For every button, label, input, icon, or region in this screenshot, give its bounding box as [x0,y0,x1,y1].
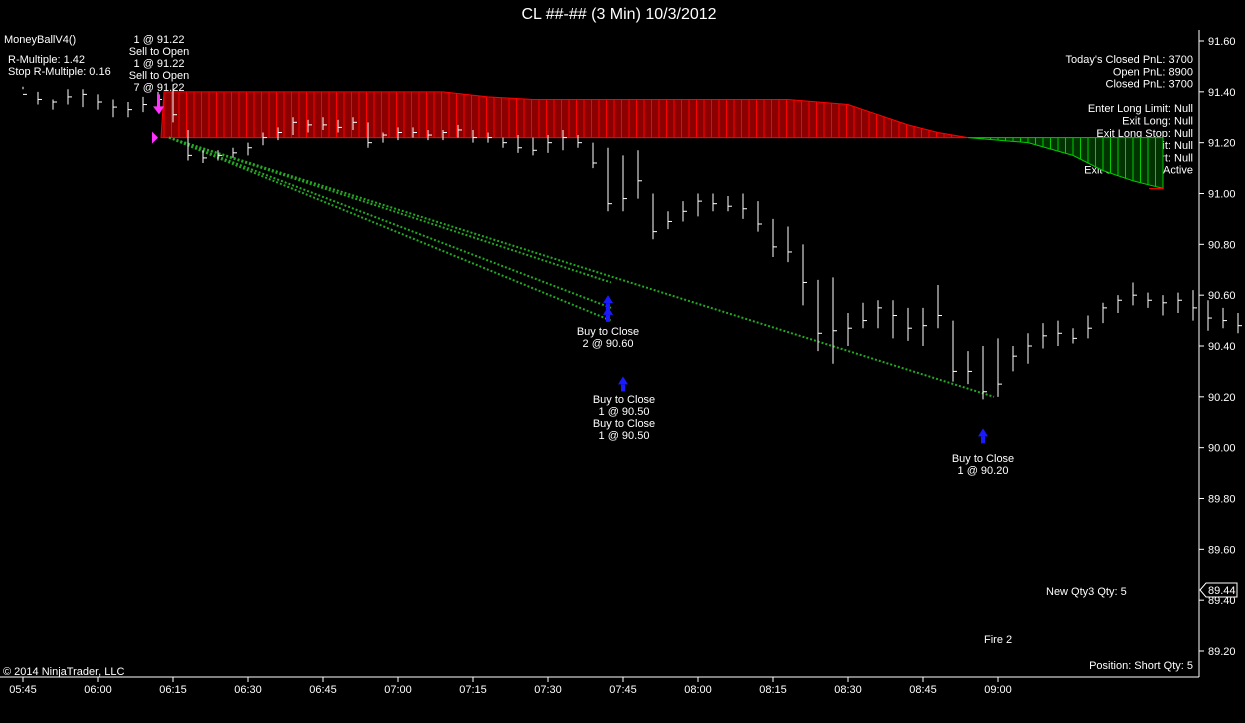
y-tick-label: 89.80 [1208,494,1236,506]
x-tick-label: 06:45 [309,684,337,696]
y-tick-label: 90.00 [1208,443,1236,455]
x-tick-label: 08:45 [909,684,937,696]
annotation-text: Fire 2 [984,634,1012,646]
y-tick-label: 89.20 [1208,646,1236,658]
y-tick-label: 90.80 [1208,239,1236,251]
y-tick-label: 90.40 [1208,341,1236,353]
annotation-text: 1 @ 91.22 [134,58,185,70]
y-tick-label: 91.00 [1208,189,1236,201]
sell-arrow-head [153,106,164,115]
x-tick-label: 07:45 [609,684,637,696]
annotation-text: Sell to Open [129,70,190,82]
stats-line: Enter Long Limit: Null [1088,103,1193,115]
buy-arrow-head [978,428,988,437]
annotation-text: Buy to Close [593,418,655,430]
stop-r-multiple-label: Stop R-Multiple: 0.16 [8,66,111,78]
dotted-trend-line [168,136,612,309]
annotation-text: Sell to Open [129,46,190,58]
y-tick-label: 90.20 [1208,392,1236,404]
x-tick-label: 07:00 [384,684,412,696]
annotation-text: Buy to Close [952,453,1014,465]
annotation-text: 1 @ 90.20 [958,465,1009,477]
buy-arrow-shaft [606,303,610,311]
price-marker-box [1199,582,1238,598]
stats-line: Open PnL: 8900 [1113,66,1193,78]
buy-arrow-shaft [621,384,625,392]
annotation-text: 7 @ 91.22 [134,82,185,94]
stats-line: Closed PnL: 3700 [1106,79,1193,91]
buy-arrow-shaft [606,314,610,322]
x-axis: 05:45 06:00 06:15 06:30 06:45 07:00 07:15 07:30… [9,677,1012,696]
buy-arrow-head [618,376,628,385]
x-tick-label: 08:30 [834,684,862,696]
chart-title: CL ##-## (3 Min) 10/3/2012 [521,6,716,23]
annotation-text: New Qty3 Qty: 5 [1046,586,1127,598]
x-tick-label: 08:00 [684,684,712,696]
stats-line: Today's Closed PnL: 3700 [1066,54,1193,66]
buy-arrow-head [603,295,613,304]
r-multiple-label: R-Multiple: 1.42 [8,54,85,66]
y-axis: 91.60 91.40 91.20 91.00 90.80 90.60 90.40 90.20… [1199,36,1236,658]
position-label: Position: Short Qty: 5 [1089,660,1193,672]
x-tick-label: 06:15 [159,684,187,696]
x-tick-label: 06:00 [84,684,112,696]
x-tick-label: 09:00 [984,684,1012,696]
x-tick-label: 06:30 [234,684,262,696]
buy-arrow-head [603,306,613,315]
y-tick-label: 91.40 [1208,87,1236,99]
indicator-name: MoneyBallV4() [4,34,76,46]
x-tick-label: 08:15 [759,684,787,696]
trend-lines [168,136,995,398]
y-tick-label: 89.60 [1208,544,1236,556]
y-tick-label: 91.20 [1208,138,1236,150]
sell-arrow-shaft [157,94,160,109]
annotation-text: Buy to Close [577,326,639,338]
x-tick-label: 05:45 [9,684,37,696]
current-price-label: 89.44 [1208,585,1236,597]
y-tick-label: 91.60 [1208,36,1236,48]
annotation-text: Buy to Close [593,394,655,406]
band-layer [160,91,1164,190]
dotted-trend-line [168,136,995,398]
price-marker: 89.44 [1199,582,1238,598]
y-tick-label: 90.60 [1208,290,1236,302]
stats-line: Exit Long: Null [1122,116,1193,128]
y-tick-label: 89.40 [1208,595,1236,607]
copyright-label: © 2014 NinjaTrader, LLC [3,666,124,678]
annotation-text: 1 @ 91.22 [134,34,185,46]
annotation-text: 2 @ 90.60 [583,338,634,350]
annotation-text: 1 @ 90.50 [599,406,650,418]
x-tick-label: 07:30 [534,684,562,696]
sell-entry-marker [152,131,158,144]
stats-line: Exit Long Stop: Null [1096,128,1193,140]
annotation-text: 1 @ 90.50 [599,430,650,442]
buy-arrow-shaft [981,436,985,444]
x-tick-label: 07:15 [459,684,487,696]
red-band-fill [160,91,969,139]
